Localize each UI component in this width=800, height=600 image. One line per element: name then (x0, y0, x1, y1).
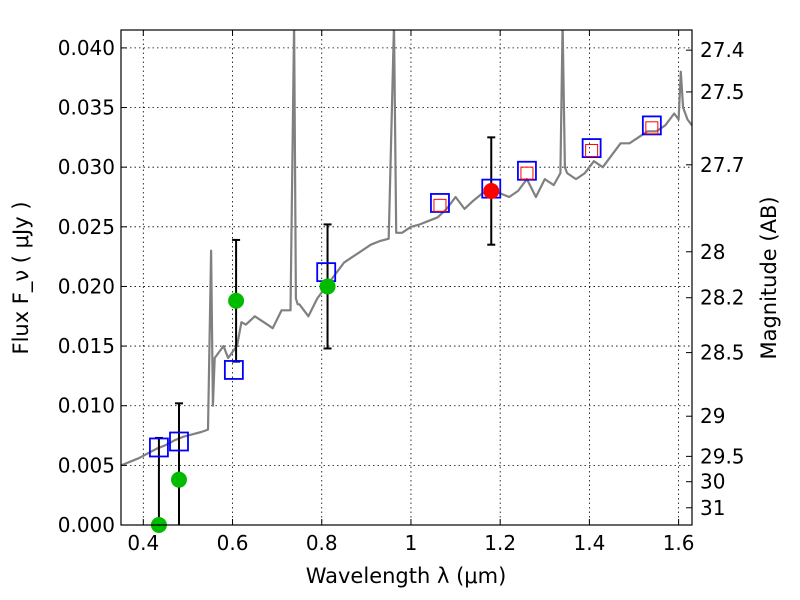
observed-nir-square (433, 198, 447, 212)
grid (121, 30, 692, 525)
x-tick-label: 0.6 (217, 531, 249, 555)
y-tick-label: 0.030 (58, 155, 115, 179)
model-photometry-square (581, 138, 602, 158)
model-photometry-square (517, 160, 537, 181)
plot-area (121, 30, 692, 467)
mag-tick-label: 27.7 (700, 153, 745, 177)
mag-tick-label: 27.4 (700, 38, 745, 62)
observed-photometry-point (319, 278, 336, 295)
mag-tick-label: 31 (700, 496, 725, 520)
mag-tick-label: 29 (700, 404, 725, 428)
axis-ticks: 0.4 0.6 0.8 1 1.2 1.4 1.6 0.000 0.005 0.010 0.015 0… (58, 30, 745, 555)
y-tick-label: 0.035 (58, 96, 115, 120)
observed-photometry-point (170, 471, 187, 488)
observed-photometry-point (228, 292, 245, 309)
y-tick-label: 0.000 (58, 513, 115, 537)
y-tick-label: 0.015 (58, 334, 115, 358)
x-tick-label: 1.2 (484, 531, 516, 555)
mag-tick-label: 30 (700, 470, 725, 494)
model-photometry-square (149, 437, 169, 458)
observed-photometry-point (483, 183, 500, 200)
y-tick-label: 0.005 (58, 453, 115, 477)
mag-tick-label: 28.5 (700, 341, 745, 365)
model-photometry-square (223, 360, 244, 380)
y-tick-label: 0.010 (58, 394, 115, 418)
mag-tick-label: 27.5 (700, 80, 745, 104)
y-tick-label: 0.020 (58, 274, 115, 298)
x-tick-label: 1.4 (573, 531, 605, 555)
x-tick-label: 0.8 (306, 531, 338, 555)
model-photometry-square (169, 431, 189, 452)
y-tick-label: 0.025 (58, 215, 115, 239)
mag-tick-label: 28.2 (700, 286, 745, 310)
model-photometry-square (641, 115, 662, 136)
y2-axis-title: Magnitude (AB) (757, 196, 781, 359)
observed-nir-square (645, 121, 659, 135)
y-tick-label: 0.040 (58, 36, 115, 60)
x-tick-label: 0.4 (127, 531, 159, 555)
observed-nir-square (520, 166, 534, 180)
data-marks (149, 115, 662, 533)
x-tick-label: 1 (405, 531, 418, 555)
y-axis-title: Flux F_ν ( μJy ) (9, 201, 34, 354)
mag-tick-label: 28 (700, 240, 725, 264)
x-axis-title: Wavelength λ (μm) (306, 564, 507, 588)
x-tick-label: 1.6 (663, 531, 695, 555)
plot-frame (120, 29, 693, 526)
mag-tick-label: 29.5 (700, 444, 745, 468)
model-photometry-square (430, 193, 450, 213)
spectrum-line (121, 30, 692, 467)
observed-nir-square (585, 143, 599, 157)
